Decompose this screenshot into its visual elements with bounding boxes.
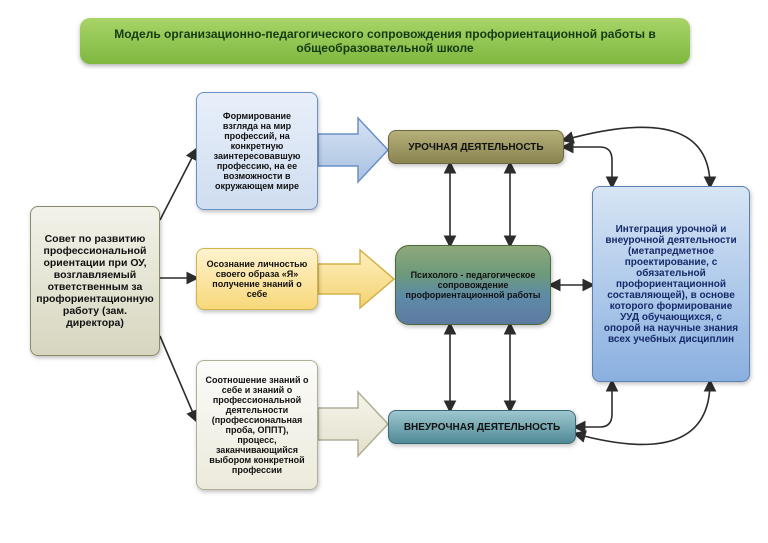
node-awareness-text: Осознание личностью своего образа «Я» по… [205, 259, 309, 299]
node-awareness: Осознание личностью своего образа «Я» по… [196, 248, 318, 310]
node-psycho: Психолого - педагогическое сопровождение… [395, 245, 551, 325]
node-lesson-activity-text: УРОЧНАЯ ДЕЯТЕЛЬНОСТЬ [408, 142, 543, 153]
node-council-text: Совет по развитию профессиональной ориен… [36, 233, 153, 329]
big-arrow-beige [318, 392, 388, 456]
node-correlation-text: Соотношение знаний о себе и знаний о про… [205, 375, 309, 475]
big-arrow-yellow [318, 250, 394, 308]
node-extra-activity-text: ВНЕУРОЧНАЯ ДЕЯТЕЛЬНОСТЬ [404, 422, 560, 433]
title-banner: Модель организационно-педагогического со… [80, 18, 690, 64]
node-psycho-text: Психолого - педагогическое сопровождение… [404, 270, 542, 300]
node-formation: Формирование взгляда на мир профессий, н… [196, 92, 318, 210]
node-integration: Интеграция урочной и внеурочной деятельн… [592, 186, 750, 382]
node-lesson-activity: УРОЧНАЯ ДЕЯТЕЛЬНОСТЬ [388, 130, 564, 164]
node-formation-text: Формирование взгляда на мир профессий, н… [205, 111, 309, 191]
node-extra-activity: ВНЕУРОЧНАЯ ДЕЯТЕЛЬНОСТЬ [388, 410, 576, 444]
title-text: Модель организационно-педагогического со… [94, 27, 676, 55]
node-integration-text: Интеграция урочной и внеурочной деятельн… [601, 224, 741, 345]
node-correlation: Соотношение знаний о себе и знаний о про… [196, 360, 318, 490]
node-council: Совет по развитию профессиональной ориен… [30, 206, 160, 356]
big-arrow-blue [318, 118, 388, 182]
